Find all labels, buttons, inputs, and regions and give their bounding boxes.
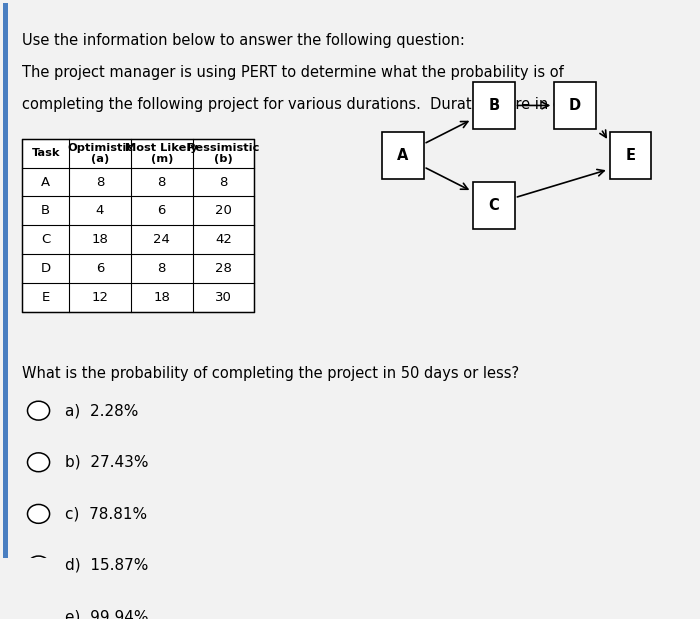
Text: D: D	[41, 262, 51, 275]
Circle shape	[27, 453, 50, 472]
Text: completing the following project for various durations.  Durations are in days.: completing the following project for var…	[22, 97, 592, 111]
Circle shape	[27, 504, 50, 523]
Text: Optimistic
(a): Optimistic (a)	[67, 143, 133, 163]
Text: A: A	[397, 148, 409, 163]
Text: What is the probability of completing the project in 50 days or less?: What is the probability of completing th…	[22, 366, 519, 381]
Circle shape	[27, 556, 50, 575]
FancyBboxPatch shape	[473, 82, 514, 129]
Text: 6: 6	[96, 262, 104, 275]
Text: E: E	[41, 291, 50, 304]
Text: 8: 8	[158, 176, 166, 189]
Text: 30: 30	[215, 291, 232, 304]
Text: A: A	[41, 176, 50, 189]
Text: 8: 8	[158, 262, 166, 275]
Text: Use the information below to answer the following question:: Use the information below to answer the …	[22, 33, 466, 48]
Text: The project manager is using PERT to determine what the probability is of: The project manager is using PERT to det…	[22, 65, 564, 80]
FancyBboxPatch shape	[610, 132, 651, 179]
Text: c)  78.81%: c) 78.81%	[64, 506, 147, 521]
Text: 28: 28	[215, 262, 232, 275]
Text: Task: Task	[32, 148, 60, 158]
FancyBboxPatch shape	[473, 182, 514, 228]
Text: C: C	[489, 198, 499, 213]
Text: D: D	[569, 98, 581, 113]
Text: 42: 42	[215, 233, 232, 246]
Text: B: B	[489, 98, 499, 113]
Circle shape	[27, 608, 50, 619]
Text: 12: 12	[92, 291, 108, 304]
Text: 4: 4	[96, 204, 104, 217]
Text: E: E	[625, 148, 636, 163]
Text: e)  99.94%: e) 99.94%	[64, 610, 148, 619]
Text: d)  15.87%: d) 15.87%	[64, 558, 148, 573]
Text: 8: 8	[96, 176, 104, 189]
Text: C: C	[41, 233, 50, 246]
Text: 18: 18	[92, 233, 108, 246]
FancyBboxPatch shape	[554, 82, 596, 129]
Text: 8: 8	[219, 176, 228, 189]
Text: Pessimistic
(b): Pessimistic (b)	[188, 143, 260, 163]
FancyBboxPatch shape	[382, 132, 424, 179]
Text: b)  27.43%: b) 27.43%	[64, 455, 148, 470]
Text: 6: 6	[158, 204, 166, 217]
Bar	[22, 139, 255, 312]
Text: 24: 24	[153, 233, 170, 246]
Text: 20: 20	[215, 204, 232, 217]
Bar	[3, 2, 8, 558]
Text: B: B	[41, 204, 50, 217]
Text: Most Likely
(m): Most Likely (m)	[125, 143, 198, 163]
Text: 18: 18	[153, 291, 170, 304]
Text: a)  2.28%: a) 2.28%	[64, 403, 138, 418]
Circle shape	[27, 401, 50, 420]
